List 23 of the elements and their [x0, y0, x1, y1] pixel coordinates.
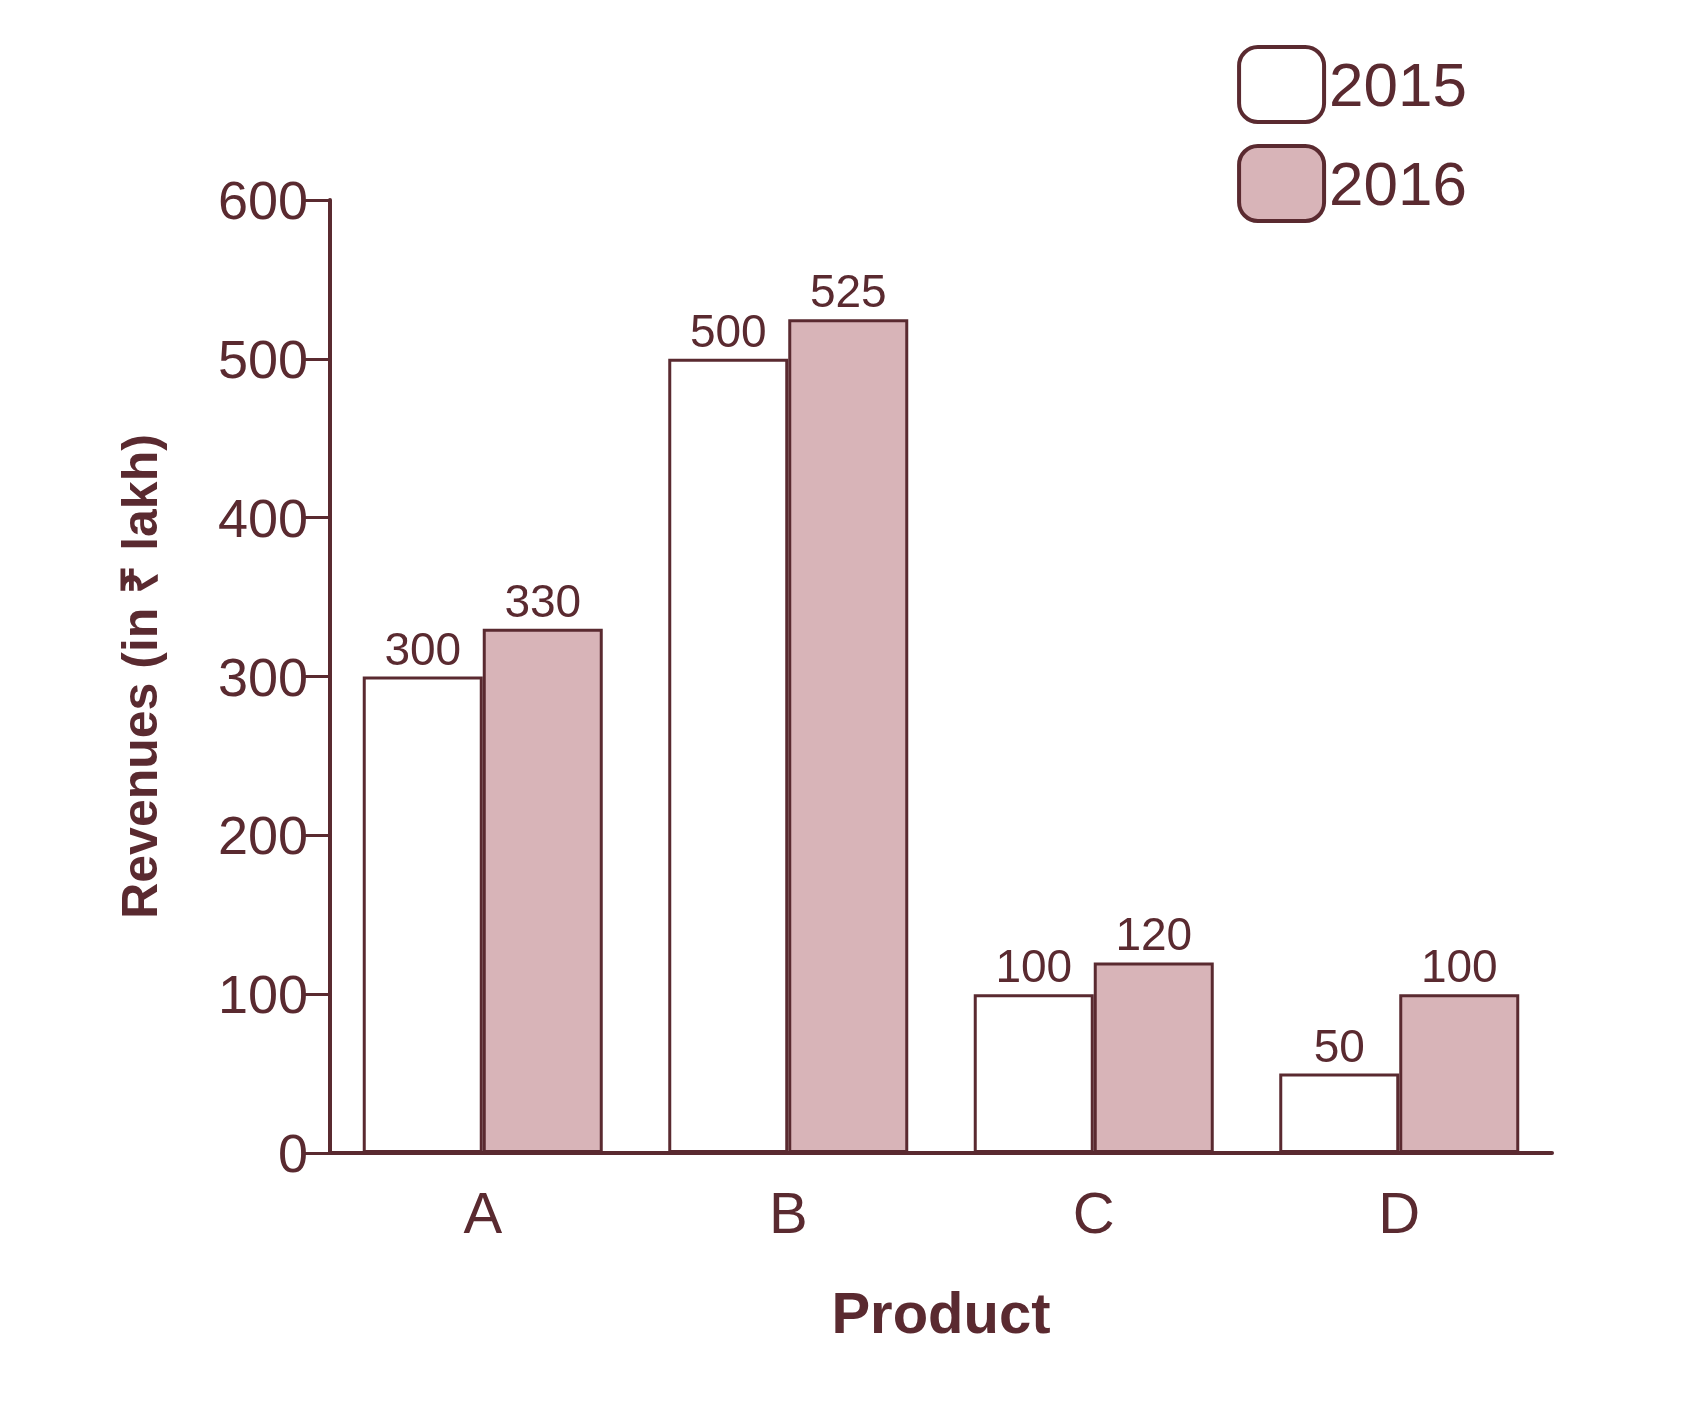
y-tick-label: 600 [217, 170, 308, 230]
y-tick-label: 500 [217, 328, 308, 389]
data-label: 100 [1420, 940, 1498, 993]
legend-label: 2016 [1329, 149, 1468, 218]
data-label: 500 [689, 304, 767, 357]
x-tick-label: A [463, 1179, 503, 1245]
x-tick-label: D [1378, 1179, 1421, 1245]
y-tick-label: 0 [277, 1123, 308, 1183]
data-label: 50 [1313, 1019, 1365, 1072]
y-tick-label: 400 [217, 487, 308, 548]
data-label: 525 [809, 265, 887, 318]
data-label: 300 [384, 622, 462, 675]
y-tick-label: 200 [217, 805, 308, 866]
data-label: 330 [504, 574, 582, 627]
x-tick-label: B [768, 1179, 808, 1245]
x-axis-title: Product [831, 1279, 1051, 1345]
y-axis-title: Revenues (in ₹ lakh) [112, 434, 168, 919]
x-tick-label: C [1072, 1179, 1115, 1245]
data-label: 120 [1115, 908, 1193, 961]
legend-label: 2015 [1329, 50, 1468, 119]
y-tick-label: 300 [217, 646, 308, 707]
data-label: 100 [995, 940, 1073, 993]
y-tick-label: 100 [217, 964, 308, 1025]
